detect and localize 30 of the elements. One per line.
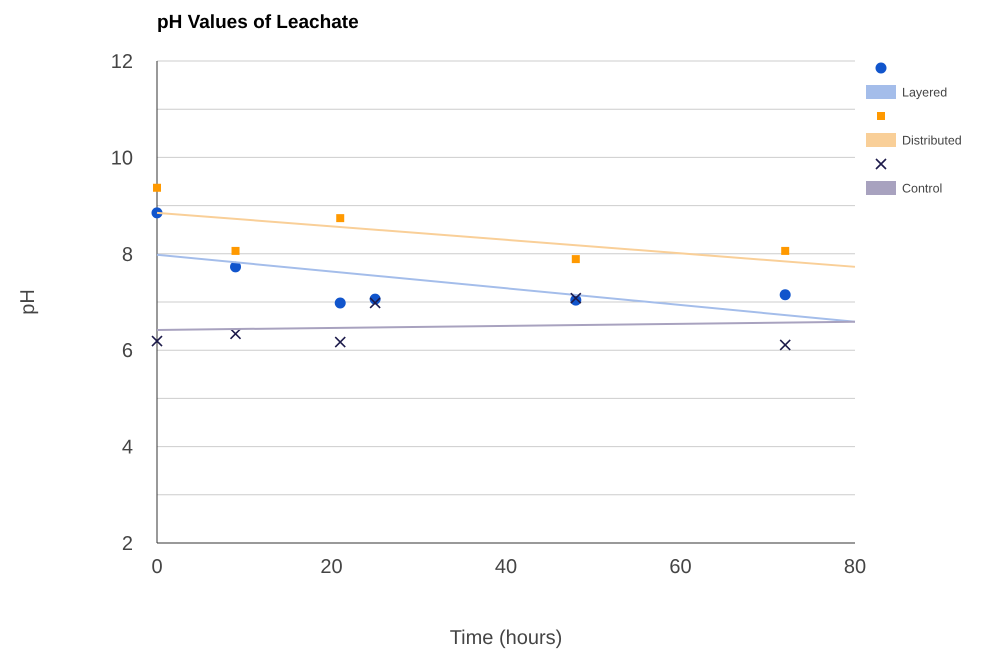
point [334, 297, 346, 308]
point [336, 214, 344, 222]
x-tick-label: 80 [844, 556, 866, 578]
point [780, 289, 791, 300]
point [153, 184, 161, 192]
point [230, 328, 242, 340]
x-axis-title: Time (hours) [450, 627, 562, 649]
y-tick-label: 6 [122, 340, 133, 362]
x-tick-label: 20 [320, 556, 343, 578]
chart-title: pH Values of Leachate [157, 12, 359, 33]
x-tick-label: 0 [151, 556, 163, 578]
point [570, 292, 582, 304]
y-tick-label: 8 [122, 244, 133, 266]
point [781, 246, 790, 255]
y-tick-label: 4 [122, 436, 133, 459]
y-tick-label: 2 [122, 533, 133, 555]
point [334, 336, 346, 348]
x-tick-label: 60 [669, 556, 692, 578]
legend-label: Layered [902, 85, 948, 100]
x-tick-label: 40 [494, 556, 518, 578]
point [232, 246, 240, 255]
legend-label: Control [902, 181, 942, 196]
point [779, 339, 791, 351]
point [151, 335, 163, 347]
y-tick-label: 10 [110, 147, 133, 170]
point [572, 255, 580, 264]
y-axis-title: pH [17, 289, 39, 315]
legend-label: Distributed [902, 133, 962, 148]
point [369, 297, 381, 309]
y-tick-label: 12 [110, 51, 133, 73]
